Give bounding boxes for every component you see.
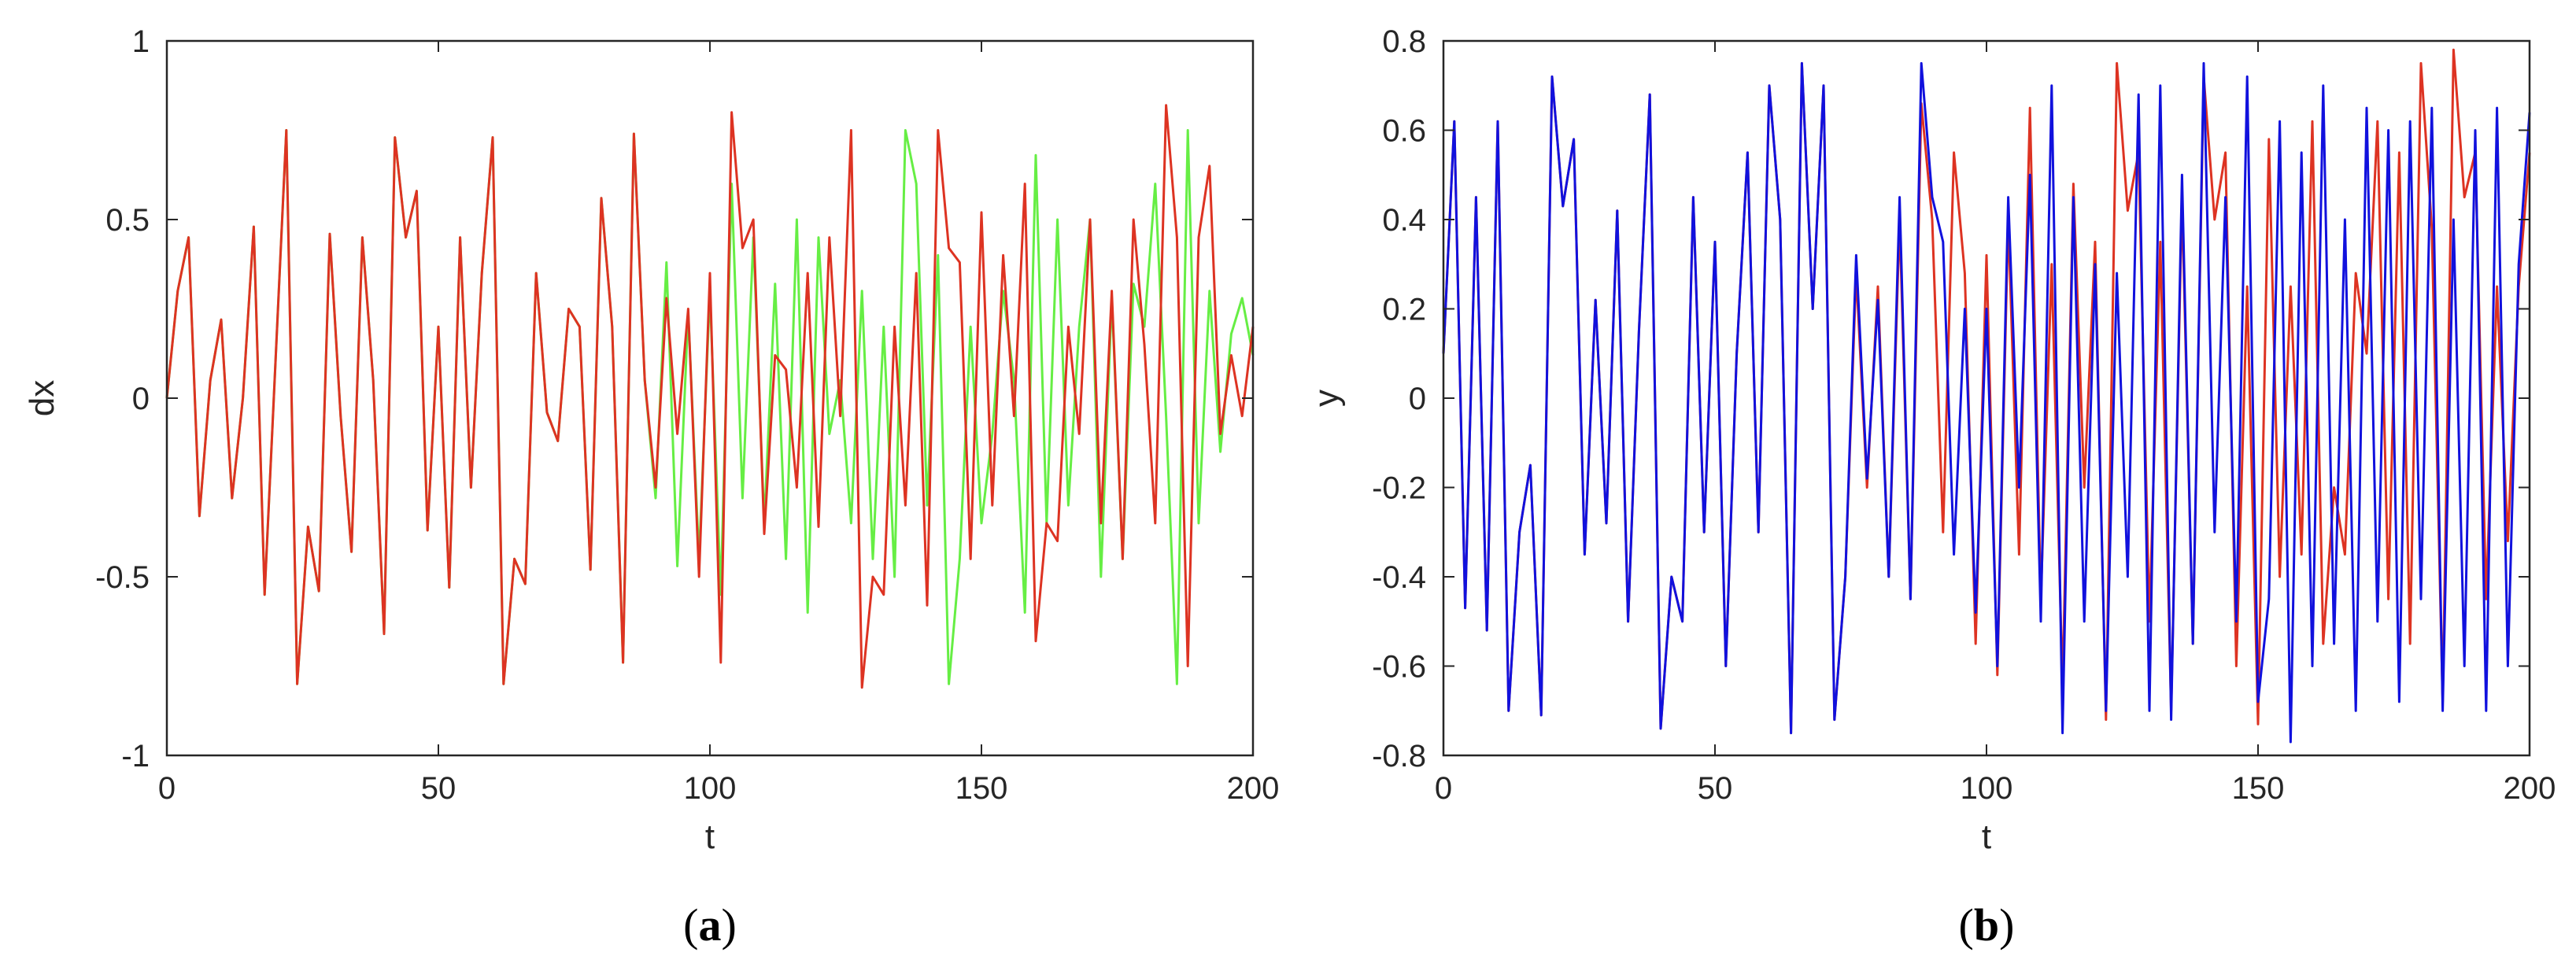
y-tick-label-b-6: 0.4 [1382, 203, 1426, 238]
x-tick-label-b-3: 150 [2232, 771, 2285, 806]
y-tick-label-b-3: -0.2 [1372, 471, 1426, 506]
y-axis-label-a: dx [23, 380, 61, 416]
plot-frame-a [165, 39, 1255, 757]
y-tick-label-a-2: 0 [132, 382, 150, 416]
x-axis-label-b: t [1982, 818, 1991, 856]
series-layer-a [165, 104, 1255, 689]
y-tick-label-b-7: 0.6 [1382, 114, 1426, 149]
x-tick-label-b-1: 50 [1698, 771, 1733, 806]
x-tick-label-a-1: 50 [421, 771, 456, 806]
series-line-a-1 [165, 129, 1255, 685]
series-line-a-2 [165, 104, 1255, 689]
y-tick-label-a-4: 1 [132, 24, 150, 59]
panel-caption-a: (a) [683, 899, 737, 951]
x-tick-label-b-4: 200 [2504, 771, 2556, 806]
y-tick-label-a-1: -0.5 [95, 560, 150, 595]
y-tick-label-b-5: 0.2 [1382, 293, 1426, 327]
y-tick-label-b-2: -0.4 [1372, 560, 1426, 595]
y-tick-label-b-8: 0.8 [1382, 24, 1426, 59]
y-tick-label-a-0: -1 [121, 739, 150, 773]
y-tick-label-a-3: 0.5 [105, 203, 150, 238]
x-axis-label-a: t [705, 818, 715, 856]
x-tick-label-a-4: 200 [1227, 771, 1280, 806]
y-axis-label-b: y [1307, 390, 1346, 407]
x-tick-label-a-2: 100 [684, 771, 737, 806]
ticks-layer-a: 0 50 100 150 200 -1 -0.5 0 0.5 1 [95, 24, 1279, 806]
series-line-b-2 [1442, 61, 2531, 744]
chart-panel-b: 0 50 100 150 200 -0.8 -0.6 -0.4 -0.2 0 0.2 0.4 0.6 0.… [1307, 24, 2556, 951]
y-tick-label-b-4: 0 [1409, 382, 1426, 416]
x-tick-label-b-0: 0 [1435, 771, 1452, 806]
ticks-layer-b: 0 50 100 150 200 -0.8 -0.6 -0.4 -0.2 0 0.2 0.4 0.6 0.… [1372, 24, 2556, 806]
chart-panel-a: 0 50 100 150 200 -1 -0.5 0 0.5 1 t dx (a) [23, 24, 1279, 951]
x-tick-label-a-3: 150 [955, 771, 1008, 806]
series-layer-b [1442, 48, 2531, 744]
x-tick-label-a-0: 0 [158, 771, 176, 806]
y-tick-label-b-1: -0.6 [1372, 650, 1426, 685]
x-tick-label-b-2: 100 [1961, 771, 2013, 806]
y-tick-label-b-0: -0.8 [1372, 739, 1426, 773]
panel-caption-b: (b) [1959, 899, 2015, 951]
